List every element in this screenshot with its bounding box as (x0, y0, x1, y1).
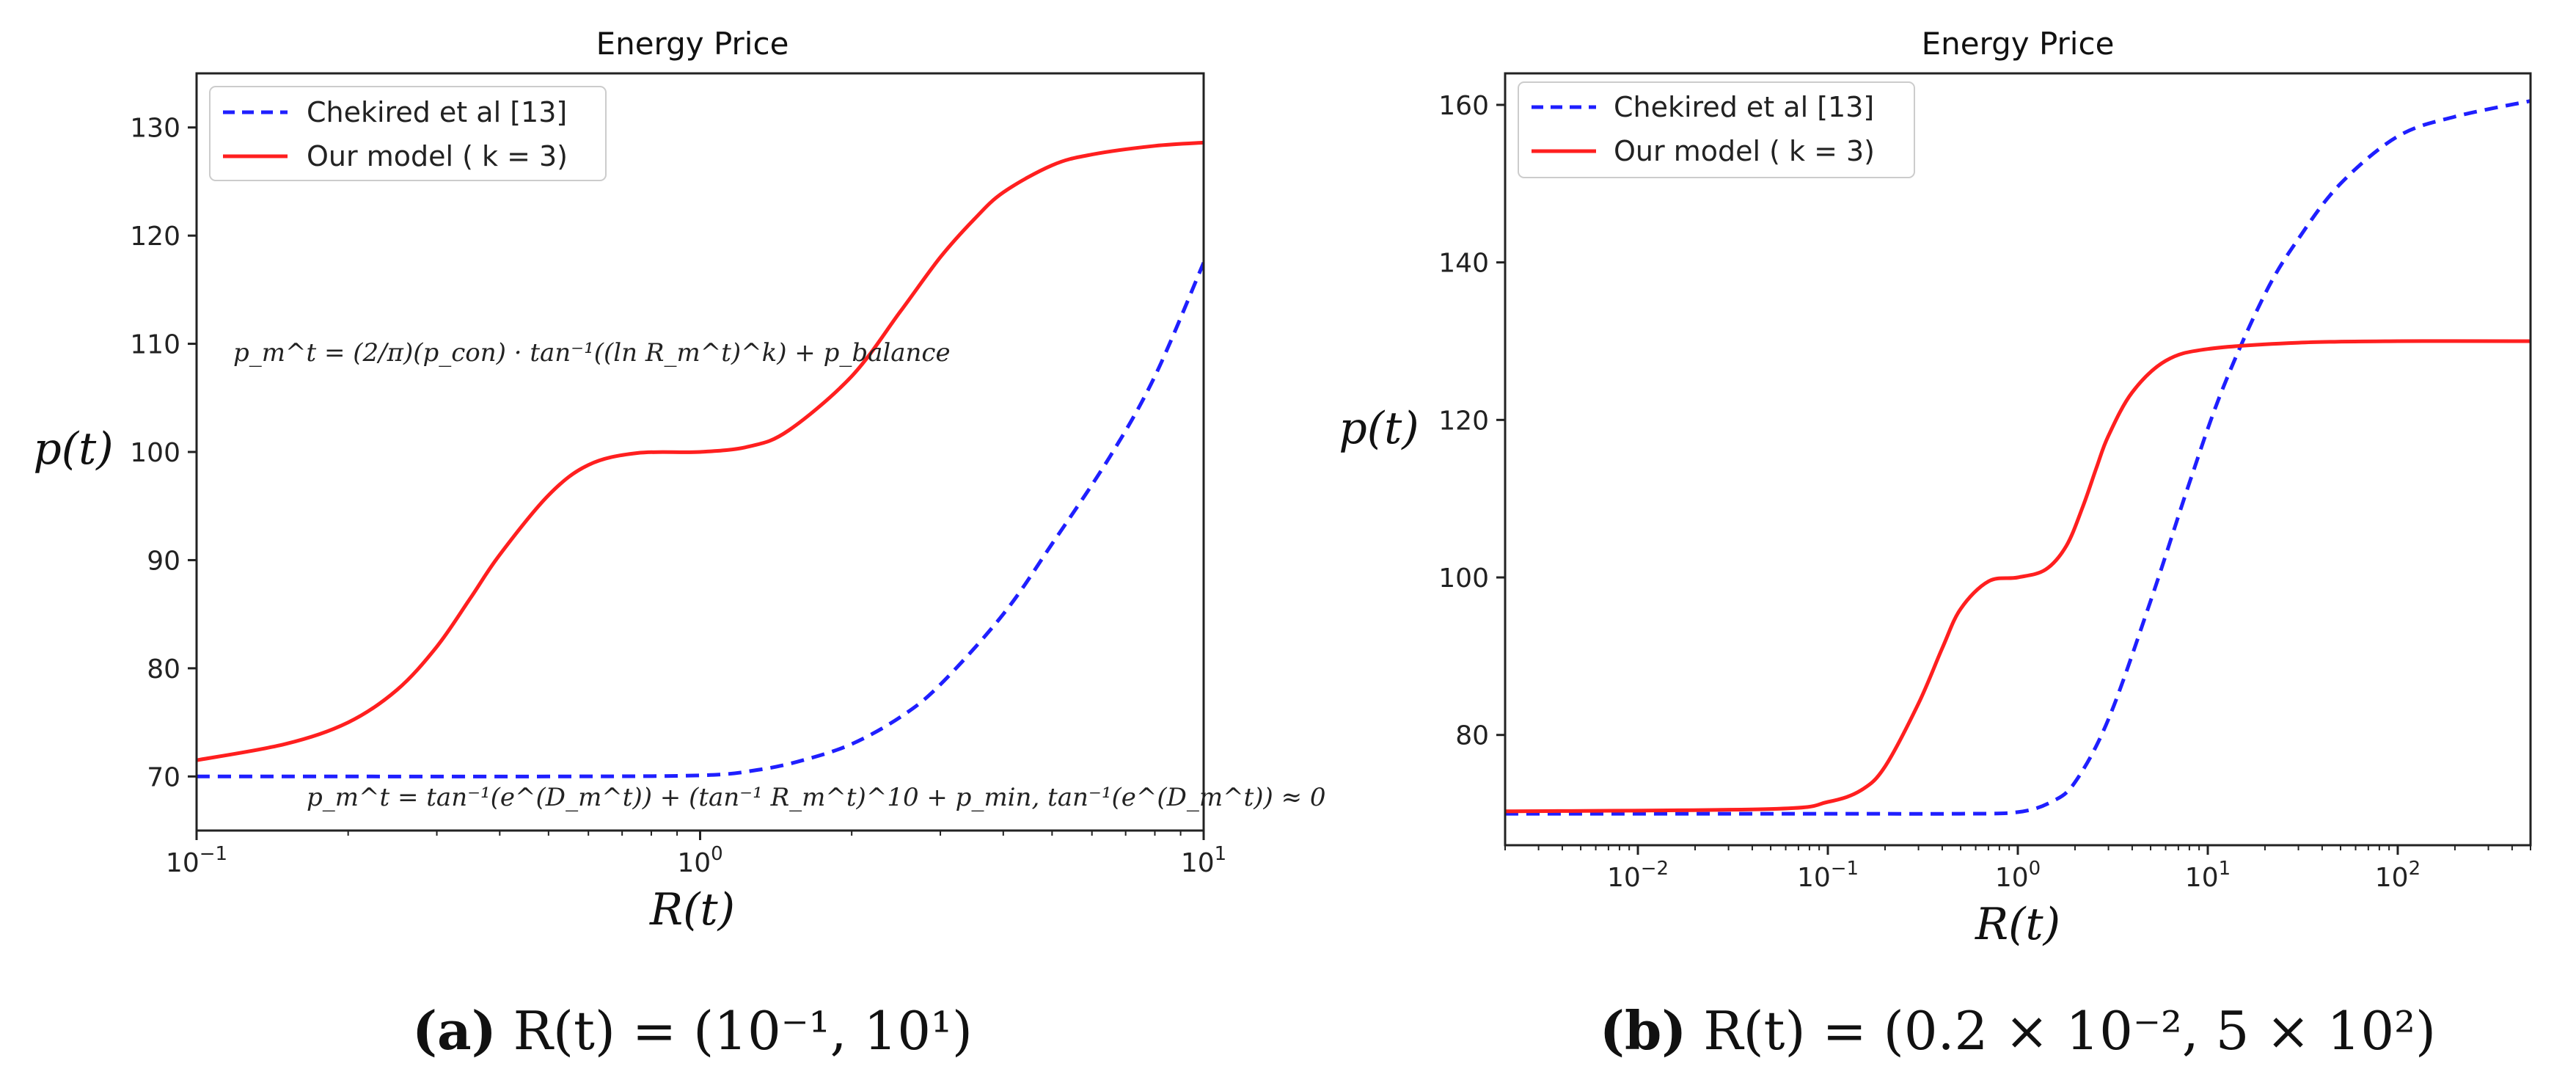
chart-b-xtick-label: 10−2 (1607, 858, 1669, 893)
chart-a-xtick-label: 10−1 (166, 843, 227, 878)
chart-a-ytick-label: 130 (130, 114, 180, 144)
chart-b-ytick-label: 160 (1438, 91, 1489, 121)
chart-b-xtick-label: 101 (2185, 858, 2231, 893)
chart-a-ytick-label: 70 (147, 762, 180, 792)
chart-b-series-chekired (1505, 99, 2531, 816)
legend-b-label-chekired: Chekired et al [13] (1614, 91, 1874, 123)
caption-b: (b) R(t) = (0.2 × 10⁻², 5 × 10²) (1600, 999, 2436, 1062)
chart-b-ytick-label: 120 (1438, 406, 1489, 436)
chart-a-series-chekired (197, 262, 1204, 778)
chart-a-ytick-label: 120 (130, 222, 180, 252)
chart-a-series-our-model (197, 140, 1204, 762)
chart-b-plot-frame (1504, 72, 2532, 847)
chart-b-ytick-label: 140 (1438, 249, 1489, 279)
legend-b-label-our-model: Our model ( k = 3) (1614, 135, 1875, 167)
chart-b-ytick-label: 80 (1455, 721, 1489, 751)
chart-b-title: Energy Price (1922, 26, 2115, 62)
chart-b: Energy Price 80 100 120 140 160 10−2 10−1 100 1… (1339, 26, 2532, 1062)
chart-a-xtick-label: 101 (1181, 843, 1226, 878)
formula-1: p_m^t = (2/π)(p_con) · tan⁻¹((ln R_m^t)^… (233, 338, 951, 368)
chart-a-ytick-label: 110 (130, 330, 180, 360)
chart-b-xtick-label: 100 (1995, 858, 2041, 893)
legend-a-label-our-model: Our model ( k = 3) (307, 140, 568, 172)
chart-b-xlabel: R(t) (1975, 899, 2060, 950)
chart-b-ylabel: p(t) (1339, 403, 1419, 454)
chart-b-xtick-label: 102 (2375, 858, 2421, 893)
chart-b-series-our-model (1505, 339, 2531, 814)
chart-a-ytick-label: 100 (130, 438, 180, 468)
chart-a-title: Energy Price (596, 26, 789, 62)
chart-a-ylabel: p(t) (33, 423, 113, 475)
chart-b-ytick-label: 100 (1438, 563, 1489, 594)
formula-2: p_m^t = tan⁻¹(e^(D_m^t)) + (tan⁻¹ R_m^t)… (307, 783, 1326, 812)
chart-a-ytick-label: 80 (147, 654, 180, 685)
chart-a-plot-frame (195, 72, 1205, 832)
chart-a-ytick-label: 90 (147, 546, 180, 576)
chart-a-xlabel: R(t) (649, 884, 735, 935)
chart-a-legend: Chekired et al [13] Our model ( k = 3) (209, 86, 607, 181)
chart-b-legend: Chekired et al [13] Our model ( k = 3) (1518, 81, 1915, 178)
legend-a-label-chekired: Chekired et al [13] (307, 96, 567, 128)
chart-b-xtick-label: 10−1 (1797, 858, 1859, 893)
caption-a: (a) R(t) = (10⁻¹, 10¹) (412, 999, 973, 1062)
chart-a: Energy Price 70 80 90 100 110 120 130 10−1 100 1… (33, 26, 1325, 1062)
chart-a-xtick-label: 100 (677, 843, 722, 878)
